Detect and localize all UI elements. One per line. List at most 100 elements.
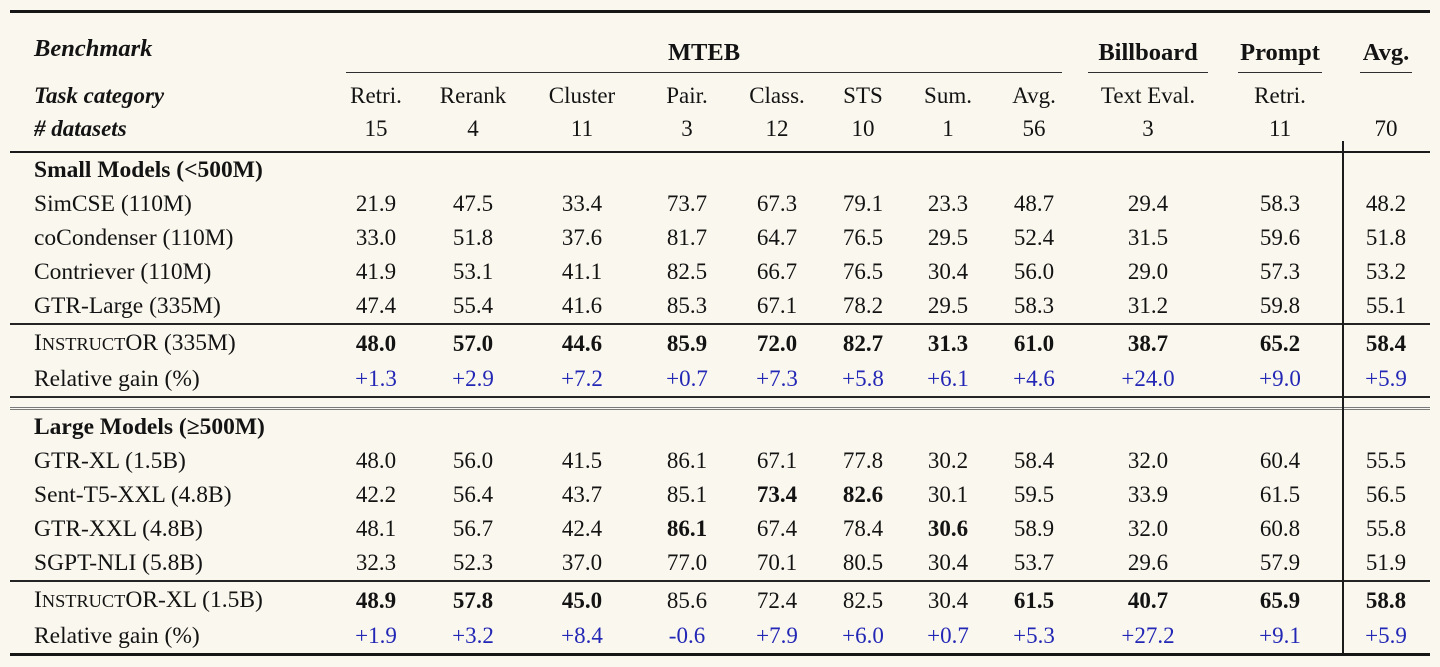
column-count: 56	[1022, 116, 1046, 141]
model-row: SimCSE (110M) 21.9 47.5 33.4 73.7 67.3 79.1 23.…	[10, 187, 1430, 221]
model-name-cell: INSTRUCTOR (335M)	[10, 323, 330, 362]
gain-cell: +7.9	[734, 619, 820, 656]
gain-label-cell: Relative gain (%)	[10, 362, 330, 398]
column-header-cluster: Cluster 11	[524, 73, 640, 153]
score-cell: 48.2	[1365, 191, 1407, 216]
gain-cell: +27.2	[1078, 619, 1219, 656]
score-cell: 32.3	[355, 550, 397, 575]
score-cell: 53.2	[1365, 259, 1407, 284]
benchmark-header-row: Benchmark MTEB Billboard Prompt Avg.	[10, 12, 1430, 73]
score-cell: 51.9	[1365, 550, 1407, 575]
gain-cell: +24.0	[1078, 362, 1219, 398]
column-header-retri-mteb: Retri. 15	[330, 73, 422, 153]
score-cell: 66.7	[756, 259, 798, 284]
score-cell: 37.0	[561, 550, 603, 575]
gain-cell: +7.2	[524, 362, 640, 398]
model-name-cell: Contriever (110M)	[34, 258, 212, 285]
score-cell: 73.4	[756, 482, 798, 507]
column-name: Rerank	[439, 83, 507, 108]
score-cell: 23.3	[927, 191, 969, 216]
score-cell: 48.0	[355, 448, 397, 473]
instructor-row: INSTRUCTOR-XL (1.5B) 48.9 57.8 45.0 85.6 72.4…	[10, 580, 1431, 619]
score-cell: 29.0	[1127, 259, 1169, 284]
gain-cell: +4.6	[990, 362, 1079, 398]
column-count: 3	[1142, 116, 1154, 141]
score-cell: 30.6	[927, 516, 969, 541]
score-cell: 82.5	[666, 259, 708, 284]
score-cell: 29.6	[1127, 550, 1169, 575]
score-cell: 53.1	[452, 259, 494, 284]
score-cell: 59.6	[1259, 225, 1301, 250]
score-cell: 48.1	[355, 516, 397, 541]
score-cell: 53.7	[1013, 550, 1055, 575]
score-cell: 33.4	[561, 191, 603, 216]
model-row: coCondenser (110M) 33.0 51.8 37.6 81.7 64.7 76…	[10, 221, 1430, 255]
score-cell: 65.2	[1218, 323, 1343, 362]
score-cell: 85.6	[640, 580, 734, 619]
gain-cell: +7.3	[734, 362, 820, 398]
score-cell: 48.9	[330, 580, 422, 619]
score-cell: 58.3	[1259, 191, 1301, 216]
column-count: 1	[942, 116, 954, 141]
score-cell: 41.5	[561, 448, 603, 473]
benchmark-header: Benchmark	[34, 35, 153, 62]
score-cell: 67.4	[756, 516, 798, 541]
gain-cell: +6.1	[906, 362, 990, 398]
column-count: 12	[765, 116, 789, 141]
score-cell: 37.6	[561, 225, 603, 250]
task-category-label: Task category	[34, 83, 165, 108]
prompt-group-header: Prompt	[1218, 12, 1342, 73]
score-cell: 51.8	[452, 225, 494, 250]
score-cell: 76.5	[842, 225, 884, 250]
column-name: Avg.	[1012, 83, 1056, 108]
column-header-retri-prompt: Retri. 11	[1218, 73, 1343, 153]
score-cell: 41.1	[561, 259, 603, 284]
score-cell: 32.0	[1127, 516, 1169, 541]
gain-cell: +0.7	[640, 362, 734, 398]
section-heading: Large Models (≥500M)	[34, 413, 265, 440]
model-row: GTR-Large (335M) 47.4 55.4 41.6 85.3 67.1 78.2…	[10, 289, 1430, 324]
column-name: Pair.	[666, 83, 708, 108]
gain-cell: +5.9	[1342, 362, 1431, 398]
score-cell: 45.0	[524, 580, 640, 619]
results-table-container: Benchmark MTEB Billboard Prompt Avg. Tas…	[10, 10, 1431, 656]
model-name-cell: GTR-XXL (4.8B)	[34, 515, 203, 542]
score-cell: 76.5	[842, 259, 884, 284]
score-cell: 31.2	[1127, 293, 1169, 318]
model-name-cell: GTR-Large (335M)	[34, 292, 221, 319]
score-cell: 42.4	[561, 516, 603, 541]
score-cell: 58.4	[1013, 448, 1055, 473]
score-cell: 42.2	[355, 482, 397, 507]
score-cell: 29.5	[927, 293, 969, 318]
column-header-avg-mteb: Avg. 56	[990, 73, 1079, 153]
score-cell: 52.4	[1013, 225, 1055, 250]
results-table: Benchmark MTEB Billboard Prompt Avg. Tas…	[10, 10, 1431, 656]
column-name: STS	[843, 83, 883, 108]
instructor-row: INSTRUCTOR (335M) 48.0 57.0 44.6 85.9 72.0 82.…	[10, 323, 1431, 362]
score-cell: 47.5	[452, 191, 494, 216]
score-cell: 82.5	[820, 580, 906, 619]
score-cell: 67.1	[756, 293, 798, 318]
score-cell: 30.1	[927, 482, 969, 507]
column-count: 4	[467, 116, 479, 141]
gain-cell: +8.4	[524, 619, 640, 656]
score-cell: 86.1	[666, 516, 708, 541]
column-header-rerank: Rerank 4	[422, 73, 524, 153]
section-heading-row: Small Models (<500M)	[10, 152, 1430, 187]
score-cell: 82.7	[820, 323, 906, 362]
gain-cell: +1.3	[330, 362, 422, 398]
score-cell: 59.8	[1259, 293, 1301, 318]
score-cell: 56.0	[452, 448, 494, 473]
score-cell: 67.1	[756, 448, 798, 473]
score-cell: 61.5	[990, 580, 1079, 619]
score-cell: 29.4	[1127, 191, 1169, 216]
section-separator	[10, 397, 1431, 410]
avg-group-label: Avg.	[1362, 39, 1410, 66]
column-header-pair: Pair. 3	[640, 73, 734, 153]
score-cell: 57.3	[1259, 259, 1301, 284]
billboard-group-label: Billboard	[1098, 39, 1198, 66]
column-header-avg-total: 70	[1342, 73, 1431, 153]
billboard-group-header: Billboard	[1078, 12, 1218, 73]
model-row: Sent-T5-XXL (4.8B) 42.2 56.4 43.7 85.1 73.4 82…	[10, 478, 1430, 512]
column-name: Class.	[749, 83, 805, 108]
